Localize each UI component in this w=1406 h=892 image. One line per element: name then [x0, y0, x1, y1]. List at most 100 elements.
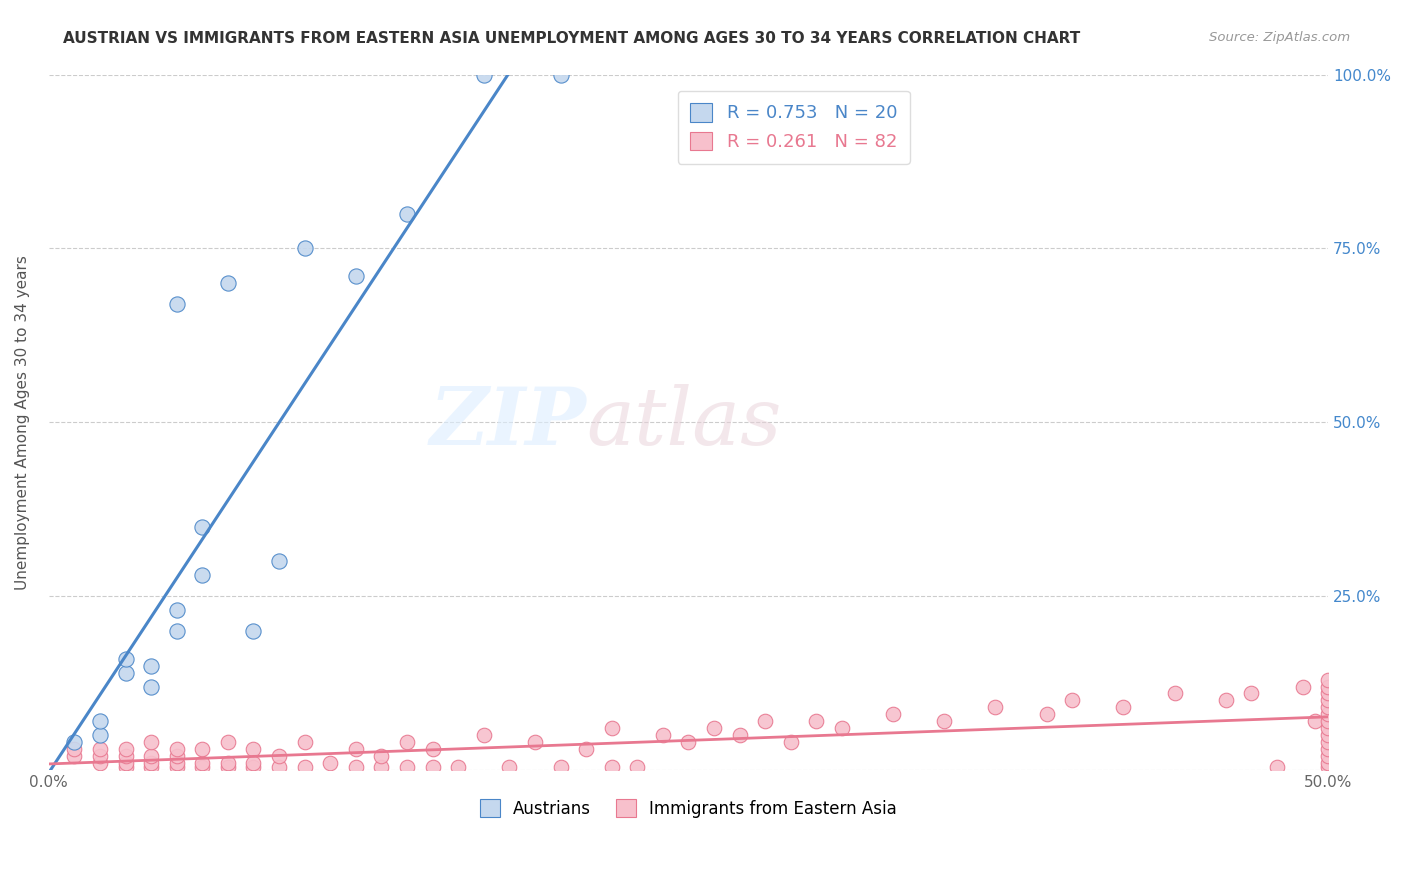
Point	[678, 735, 700, 749]
Point	[523, 735, 546, 749]
Point	[1317, 759, 1340, 773]
Point	[344, 742, 367, 756]
Point	[114, 749, 136, 764]
Point	[1317, 700, 1340, 714]
Point	[191, 756, 214, 770]
Point	[1112, 700, 1135, 714]
Point	[166, 297, 188, 311]
Point	[89, 756, 111, 770]
Point	[63, 735, 86, 749]
Point	[191, 759, 214, 773]
Point	[754, 714, 776, 729]
Point	[1062, 693, 1084, 707]
Point	[217, 756, 239, 770]
Point	[114, 665, 136, 680]
Point	[191, 519, 214, 533]
Point	[651, 728, 673, 742]
Point	[806, 714, 828, 729]
Point	[1317, 749, 1340, 764]
Point	[139, 759, 162, 773]
Point	[114, 742, 136, 756]
Point	[63, 742, 86, 756]
Text: ZIP: ZIP	[429, 384, 586, 461]
Point	[294, 759, 316, 773]
Text: Source: ZipAtlas.com: Source: ZipAtlas.com	[1209, 31, 1350, 45]
Point	[294, 241, 316, 255]
Point	[550, 68, 572, 82]
Point	[882, 707, 904, 722]
Point	[191, 742, 214, 756]
Point	[1035, 707, 1057, 722]
Point	[139, 735, 162, 749]
Text: AUSTRIAN VS IMMIGRANTS FROM EASTERN ASIA UNEMPLOYMENT AMONG AGES 30 TO 34 YEARS : AUSTRIAN VS IMMIGRANTS FROM EASTERN ASIA…	[63, 31, 1081, 46]
Point	[166, 756, 188, 770]
Point	[422, 742, 444, 756]
Point	[242, 742, 264, 756]
Point	[934, 714, 956, 729]
Point	[63, 749, 86, 764]
Point	[395, 759, 418, 773]
Point	[1317, 693, 1340, 707]
Point	[191, 568, 214, 582]
Point	[139, 749, 162, 764]
Point	[370, 749, 392, 764]
Point	[89, 742, 111, 756]
Point	[166, 759, 188, 773]
Point	[1317, 707, 1340, 722]
Point	[344, 759, 367, 773]
Point	[294, 735, 316, 749]
Point	[395, 206, 418, 220]
Point	[217, 276, 239, 290]
Point	[166, 749, 188, 764]
Point	[472, 68, 495, 82]
Point	[1317, 756, 1340, 770]
Point	[472, 728, 495, 742]
Point	[267, 554, 290, 568]
Point	[89, 714, 111, 729]
Point	[779, 735, 801, 749]
Point	[242, 624, 264, 638]
Point	[166, 742, 188, 756]
Point	[626, 759, 648, 773]
Point	[344, 269, 367, 284]
Point	[139, 680, 162, 694]
Point	[166, 624, 188, 638]
Legend: Austrians, Immigrants from Eastern Asia: Austrians, Immigrants from Eastern Asia	[472, 793, 904, 824]
Point	[703, 721, 725, 735]
Point	[114, 756, 136, 770]
Point	[89, 728, 111, 742]
Point	[217, 735, 239, 749]
Point	[1317, 686, 1340, 700]
Point	[1317, 735, 1340, 749]
Point	[984, 700, 1007, 714]
Point	[728, 728, 751, 742]
Point	[242, 756, 264, 770]
Point	[1317, 714, 1340, 729]
Point	[242, 759, 264, 773]
Point	[447, 759, 470, 773]
Point	[139, 658, 162, 673]
Point	[1215, 693, 1237, 707]
Point	[600, 759, 623, 773]
Point	[267, 759, 290, 773]
Point	[831, 721, 853, 735]
Text: atlas: atlas	[586, 384, 782, 461]
Point	[422, 759, 444, 773]
Point	[395, 735, 418, 749]
Point	[550, 759, 572, 773]
Point	[1163, 686, 1185, 700]
Point	[498, 759, 520, 773]
Point	[600, 721, 623, 735]
Point	[1317, 742, 1340, 756]
Point	[267, 749, 290, 764]
Point	[89, 749, 111, 764]
Point	[166, 603, 188, 617]
Point	[1317, 673, 1340, 687]
Point	[1317, 721, 1340, 735]
Point	[1265, 759, 1288, 773]
Point	[114, 759, 136, 773]
Point	[139, 756, 162, 770]
Point	[1291, 680, 1313, 694]
Point	[319, 756, 342, 770]
Point	[1305, 714, 1327, 729]
